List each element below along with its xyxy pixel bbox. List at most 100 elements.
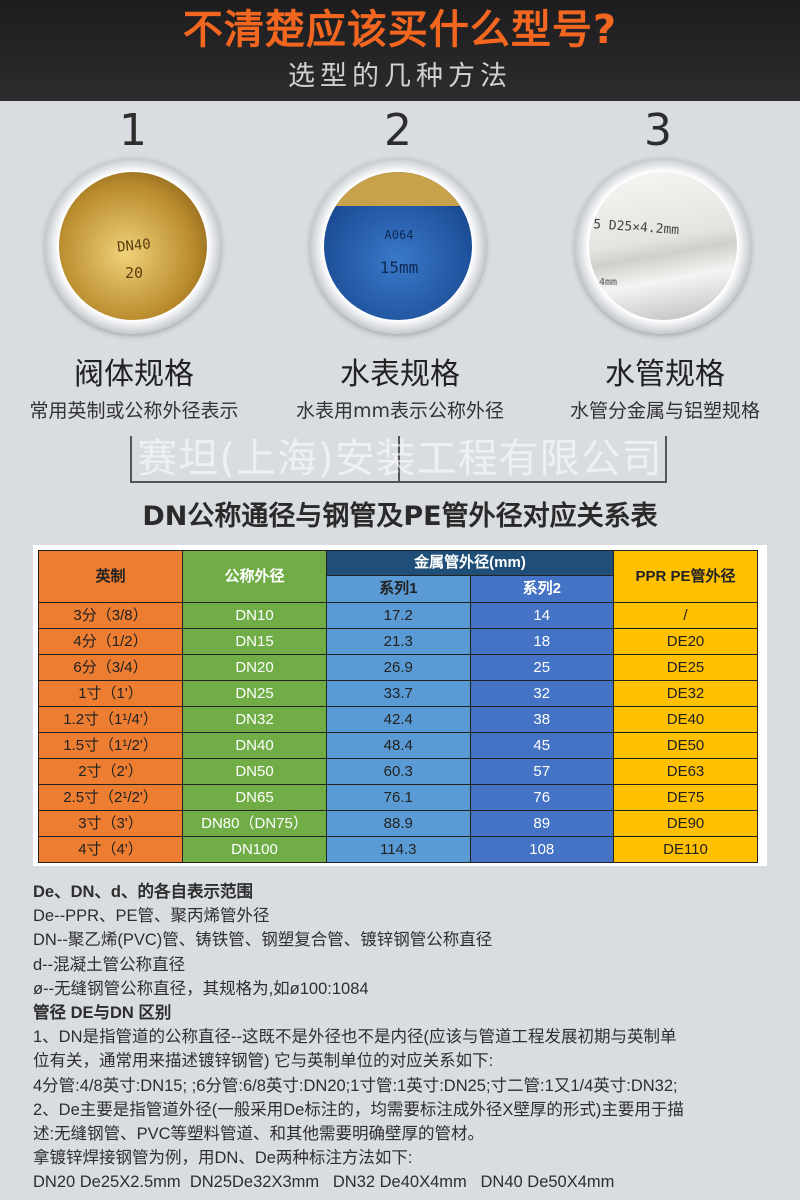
table-cell: DE50 xyxy=(613,732,758,759)
table-cell: 76 xyxy=(469,784,614,811)
table-row: 1寸（1'） DN25 33.7 32 DE32 xyxy=(38,680,758,707)
table-cell: 18 xyxy=(469,628,614,655)
table-cell: 1.5寸（1¹/2'） xyxy=(38,732,183,759)
bracket-line xyxy=(665,436,667,483)
table-cell: 45 xyxy=(469,732,614,759)
table-cell: / xyxy=(613,602,758,629)
table-cell: DN65 xyxy=(182,784,327,811)
table-cell: 26.9 xyxy=(326,654,471,681)
table-cell: 1寸（1'） xyxy=(38,680,183,707)
table-cell: 76.1 xyxy=(326,784,471,811)
table-cell: DE32 xyxy=(613,680,758,707)
notes-line: ø--无缝钢管公称直径，其规格为,如ø100:1084 xyxy=(33,979,369,998)
table-title: DN公称通径与钢管及PE管外径对应关系表 xyxy=(142,501,658,532)
table-cell: 48.4 xyxy=(326,732,471,759)
header-nominal: 公称外径 xyxy=(182,550,327,603)
table-cell: DE110 xyxy=(613,836,758,863)
photo-label: 15mm xyxy=(379,258,419,277)
method-desc-3: 水管分金属与铝塑规格 xyxy=(569,400,760,422)
header-series2: 系列2 xyxy=(469,575,614,603)
table-cell: 89 xyxy=(469,810,614,837)
photo-label: DN40 xyxy=(116,236,152,256)
notes-heading: De、DN、d、的各自表示范围 xyxy=(33,883,254,901)
table-cell: DE20 xyxy=(613,628,758,655)
table-cell: 88.9 xyxy=(326,810,471,837)
table-cell: 1.2寸（1¹/4'） xyxy=(38,706,183,733)
valve-photo: DN40 20 xyxy=(45,158,221,334)
notes-line: 拿镀锌焊接钢管为例，用DN、De两种标注方法如下: xyxy=(33,1149,413,1168)
bracket-line xyxy=(398,436,400,483)
table-cell: DE63 xyxy=(613,758,758,785)
photo-label: A064 xyxy=(384,228,414,242)
table-cell: 38 xyxy=(469,706,614,733)
table-row: 2寸（2'） DN50 60.3 57 DE63 xyxy=(38,758,758,785)
bracket-line xyxy=(130,481,667,483)
method-label-1: 阀体规格 xyxy=(74,357,194,392)
table-cell: DE90 xyxy=(613,810,758,837)
method-desc-2: 水表用mm表示公称外径 xyxy=(295,400,505,422)
table-cell: 32 xyxy=(469,680,614,707)
table-cell: DN20 xyxy=(182,654,327,681)
table-cell: DN40 xyxy=(182,732,327,759)
header-series1: 系列1 xyxy=(326,575,471,603)
table-cell: 4分（1/2） xyxy=(38,628,183,655)
table-cell: 60.3 xyxy=(326,758,471,785)
notes-line: d--混凝土管公称直径 xyxy=(33,955,186,974)
method-label-3: 水管规格 xyxy=(605,357,725,392)
table-cell: 2寸（2'） xyxy=(38,758,183,785)
table-cell: DN80（DN75） xyxy=(182,810,327,837)
notes-line: 4分管:4/8英寸:DN15; ;6分管:6/8英寸:DN20;1寸管:1英寸:… xyxy=(33,1076,678,1095)
table-cell: 114.3 xyxy=(326,836,471,863)
method-number-2: 2 xyxy=(384,105,412,156)
notes-line: De--PPR、PE管、聚丙烯管外径 xyxy=(33,907,270,926)
header-metal: 金属管外径(mm) xyxy=(326,549,614,577)
notes-line: 1、DN是指管道的公称直径--这既不是外径也不是内径(应该与管道工程发展初期与英… xyxy=(33,1028,677,1047)
table-cell: 25 xyxy=(469,654,614,681)
table-cell: DN25 xyxy=(182,680,327,707)
method-number-3: 3 xyxy=(644,105,672,156)
table-row: 3寸（3'） DN80（DN75） 88.9 89 DE90 xyxy=(38,810,758,837)
notes-line: 2、De主要是指管道外径(一般采用De标注的，均需要标注成外径X壁厚的形式)主要… xyxy=(33,1100,684,1119)
photo-label: 4mm xyxy=(599,277,618,288)
table-cell: 6分（3/4） xyxy=(38,654,183,681)
header-imperial: 英制 xyxy=(38,550,183,603)
header-title: 不清楚应该买什么型号? xyxy=(182,7,618,53)
table-cell: 42.4 xyxy=(326,706,471,733)
table-cell: DE40 xyxy=(613,706,758,733)
table-cell: 3分（3/8） xyxy=(38,602,183,629)
photo-label: 20 xyxy=(124,264,144,282)
table-cell: DN32 xyxy=(182,706,327,733)
notes-section: De、DN、d、的各自表示范围 De--PPR、PE管、聚丙烯管外径 DN--聚乙烯… xyxy=(33,880,684,1195)
method-label-2: 水表规格 xyxy=(340,357,460,392)
table-cell: 14 xyxy=(469,602,614,629)
table-cell: 4寸（4'） xyxy=(38,836,183,863)
notes-heading: 管径 DE与DN 区别 xyxy=(33,1004,172,1023)
bracket-line xyxy=(130,436,132,483)
size-table: 英制 公称外径 金属管外径(mm) PPR PE管外径 系列1 系列2 3分（3… xyxy=(38,549,758,863)
table-cell: DE25 xyxy=(613,654,758,681)
table-row: 4分（1/2） DN15 21.3 18 DE20 xyxy=(38,628,758,655)
notes-line: 述:无缝钢管、PVC等塑料管道、和其他需要明确壁厚的管材。 xyxy=(33,1125,485,1144)
notes-line: DN20 De25X2.5mm DN25De32X3mm DN32 De40X4… xyxy=(33,1173,615,1192)
notes-line: DN--聚乙烯(PVC)管、铸铁管、钢塑复合管、镀锌钢管公称直径 xyxy=(33,931,493,950)
table-cell: 17.2 xyxy=(326,602,471,629)
table-cell: 2.5寸（2¹/2'） xyxy=(38,784,183,811)
table-row: 3分（3/8） DN10 17.2 14/ xyxy=(38,602,758,629)
table-cell: DN50 xyxy=(182,758,327,785)
water-meter-photo: A064 15mm xyxy=(310,158,486,334)
table-cell: DN10 xyxy=(182,602,327,629)
pipe-photo: 5 D25×4.2mm 4mm xyxy=(575,158,751,334)
header-subtitle: 选型的几种方法 xyxy=(288,61,512,92)
photo-label: 5 D25×4.2mm xyxy=(592,217,680,239)
table-row: 4寸（4'） DN100 114.3 108 DE110 xyxy=(38,836,758,863)
table-row: 1.5寸（1¹/2'） DN40 48.4 45 DE50 xyxy=(38,732,758,759)
table-cell: DN15 xyxy=(182,628,327,655)
header-banner: 不清楚应该买什么型号? 选型的几种方法 xyxy=(0,0,800,101)
watermark: 赛坦(上海)安装工程有限公司 xyxy=(137,436,663,482)
table-row: 6分（3/4） DN20 26.9 25 DE25 xyxy=(38,654,758,681)
table-cell: 3寸（3'） xyxy=(38,810,183,837)
header-ppr: PPR PE管外径 xyxy=(613,550,758,603)
method-number-1: 1 xyxy=(119,105,147,156)
table-cell: DN100 xyxy=(182,836,327,863)
table-cell: 21.3 xyxy=(326,628,471,655)
